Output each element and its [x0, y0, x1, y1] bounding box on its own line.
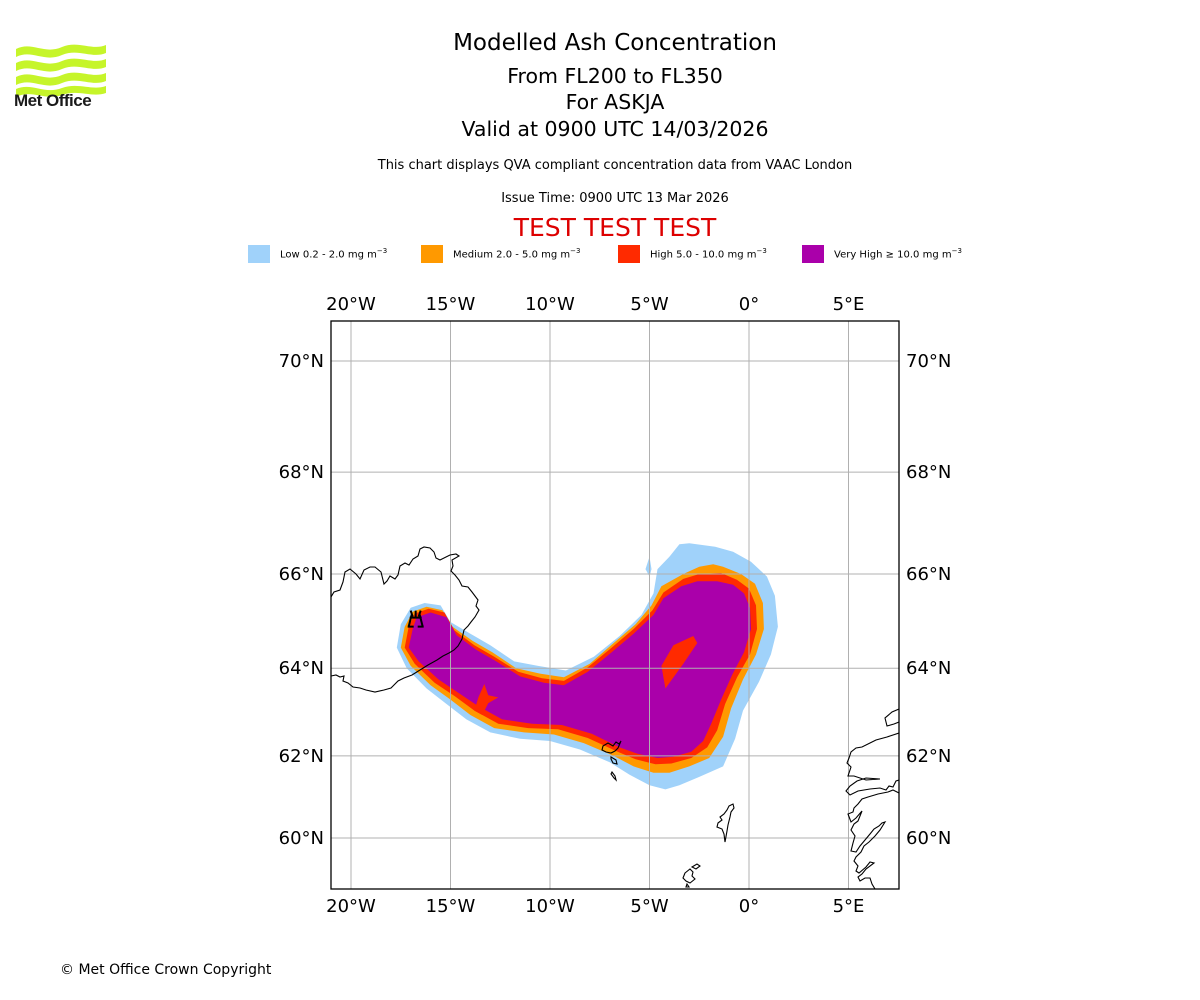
- legend-exponent: −3: [376, 247, 388, 256]
- volcano-symbol: [407, 610, 424, 628]
- volcano-icon: [407, 610, 424, 628]
- legend-exponent: −3: [756, 247, 767, 256]
- test-banner: TEST TEST TEST: [513, 213, 717, 242]
- lat-tick-label-right: 66°N: [906, 564, 951, 585]
- legend-item-very-high: Very High ≥ 10.0 mg m−3: [802, 244, 962, 264]
- issue-time: Issue Time: 0900 UTC 13 Mar 2026: [501, 191, 729, 206]
- chart-title: Modelled Ash Concentration: [453, 30, 777, 56]
- coastline-shetland: [716, 803, 735, 843]
- volcano-name: For ASKJA: [565, 90, 665, 114]
- compliance-note: This chart displays QVA compliant concen…: [377, 158, 853, 173]
- lat-tick-label-right: 60°N: [906, 828, 951, 849]
- copyright: © Met Office Crown Copyright: [60, 962, 272, 978]
- legend-swatch-very-high: [802, 245, 824, 263]
- legend-label-medium: Medium 2.0 - 5.0 mg m: [453, 249, 571, 261]
- lon-tick-label-bottom: 0°: [739, 896, 759, 917]
- coastline-norway: [845, 708, 899, 889]
- legend-swatch-high: [618, 245, 640, 263]
- axis-ticks: 20°W 20°W 15°W 15°W 10°W 10°W 5°W 5°W 0° 0° 5°E 5°E…: [279, 294, 952, 917]
- legend-label-high: High 5.0 - 10.0 mg m: [650, 249, 757, 261]
- coastlines: [331, 546, 899, 889]
- logo-waves: [16, 44, 106, 97]
- legend-label-very-high: Very High ≥ 10.0 mg m: [834, 249, 952, 261]
- legend-item-high: High 5.0 - 10.0 mg m−3: [618, 244, 767, 264]
- lat-tick-label-left: 66°N: [279, 564, 324, 585]
- ash-area-high: [661, 636, 698, 689]
- lat-tick-label-left: 60°N: [279, 828, 324, 849]
- lon-tick-label-top: 15°W: [426, 294, 476, 315]
- ash-plume: [396, 543, 778, 790]
- lat-tick-label-right: 70°N: [906, 351, 951, 372]
- lon-tick-label-bottom: 5°W: [630, 896, 668, 917]
- coastline-iceland: [331, 546, 480, 693]
- coastline-orkney: [682, 863, 701, 888]
- legend-swatch-low: [248, 245, 270, 263]
- lat-tick-label-left: 68°N: [279, 462, 324, 483]
- lon-tick-label-top: 10°W: [525, 294, 575, 315]
- legend-item-medium: Medium 2.0 - 5.0 mg m−3: [421, 244, 580, 264]
- lat-tick-label-left: 70°N: [279, 351, 324, 372]
- lon-tick-label-top: 0°: [739, 294, 759, 315]
- flight-level-range: From FL200 to FL350: [507, 64, 723, 88]
- lat-tick-label-left: 62°N: [279, 746, 324, 767]
- graticule: [331, 321, 899, 889]
- lon-tick-label-bottom: 10°W: [525, 896, 575, 917]
- logo-text: Met Office: [14, 91, 92, 110]
- lon-tick-label-bottom: 5°E: [833, 896, 865, 917]
- coastline-faroe: [601, 740, 622, 782]
- lat-tick-label-right: 68°N: [906, 462, 951, 483]
- lat-tick-label-right: 64°N: [906, 658, 951, 679]
- valid-time: Valid at 0900 UTC 14/03/2026: [461, 117, 769, 141]
- ash-area-very-high: [408, 581, 751, 758]
- lon-tick-label-bottom: 20°W: [326, 896, 376, 917]
- lon-tick-label-top: 5°W: [630, 294, 668, 315]
- legend-item-low: Low 0.2 - 2.0 mg m−3: [248, 244, 387, 264]
- ash-area-high: [474, 684, 499, 715]
- legend-swatch-medium: [421, 245, 443, 263]
- lon-tick-label-top: 5°E: [833, 294, 865, 315]
- met-office-logo-icon: [16, 44, 106, 97]
- lon-tick-label-top: 20°W: [326, 294, 376, 315]
- lat-tick-label-right: 62°N: [906, 746, 951, 767]
- plot-frame: [330, 320, 900, 890]
- legend-exponent: −3: [951, 247, 962, 256]
- lat-tick-label-left: 64°N: [279, 658, 324, 679]
- legend-label-low: Low 0.2 - 2.0 mg m: [280, 249, 377, 261]
- legend-exponent: −3: [570, 247, 581, 256]
- lon-tick-label-bottom: 15°W: [426, 896, 476, 917]
